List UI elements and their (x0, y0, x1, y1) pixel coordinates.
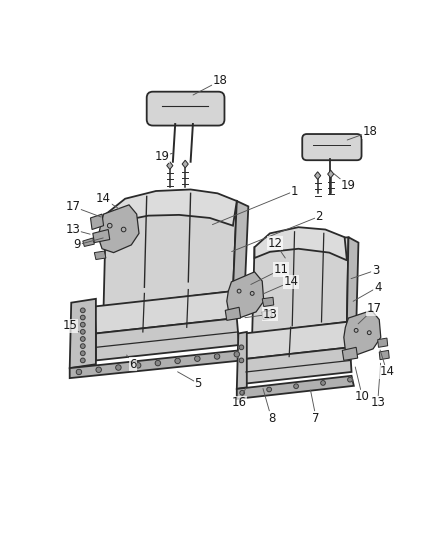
Circle shape (81, 308, 85, 313)
Circle shape (116, 365, 121, 370)
Polygon shape (262, 310, 272, 320)
Polygon shape (254, 227, 347, 260)
Circle shape (135, 362, 141, 368)
Polygon shape (244, 322, 350, 359)
Text: 10: 10 (355, 367, 370, 403)
Text: 9: 9 (74, 238, 103, 252)
Circle shape (234, 352, 240, 357)
Circle shape (175, 358, 180, 364)
Circle shape (81, 329, 85, 334)
Polygon shape (344, 310, 381, 355)
Text: 12: 12 (268, 237, 285, 258)
Text: 3: 3 (351, 264, 379, 279)
Polygon shape (237, 332, 247, 389)
Circle shape (81, 351, 85, 356)
FancyBboxPatch shape (302, 134, 361, 160)
Polygon shape (237, 376, 354, 399)
Polygon shape (83, 238, 94, 246)
Circle shape (81, 322, 85, 327)
Circle shape (240, 391, 244, 395)
Circle shape (81, 344, 85, 349)
Circle shape (214, 354, 220, 359)
Polygon shape (227, 272, 264, 318)
Text: 14: 14 (379, 350, 395, 378)
Polygon shape (91, 214, 103, 230)
Text: 14: 14 (263, 276, 298, 294)
Circle shape (81, 358, 85, 363)
Polygon shape (167, 161, 173, 169)
Text: 19: 19 (334, 174, 356, 192)
Polygon shape (70, 350, 242, 378)
Polygon shape (233, 201, 248, 295)
Polygon shape (262, 297, 274, 306)
Circle shape (239, 358, 244, 363)
Text: 6: 6 (127, 355, 137, 371)
Polygon shape (182, 160, 188, 168)
Text: 18: 18 (193, 75, 227, 95)
Text: 16: 16 (232, 389, 247, 409)
Circle shape (76, 369, 81, 375)
Circle shape (239, 345, 244, 350)
FancyBboxPatch shape (147, 92, 224, 126)
Polygon shape (70, 299, 96, 368)
Polygon shape (98, 205, 139, 253)
Polygon shape (94, 291, 237, 334)
Polygon shape (378, 338, 388, 348)
Text: 17: 17 (65, 200, 101, 217)
Circle shape (321, 381, 325, 385)
Circle shape (81, 315, 85, 320)
Text: 8: 8 (263, 389, 275, 425)
Text: 1: 1 (212, 184, 298, 224)
Text: 13: 13 (370, 363, 385, 409)
Polygon shape (252, 237, 349, 334)
Circle shape (194, 356, 200, 361)
Text: 11: 11 (251, 263, 288, 285)
Polygon shape (103, 189, 237, 230)
Polygon shape (93, 230, 110, 243)
Polygon shape (379, 350, 389, 360)
Polygon shape (225, 308, 240, 320)
Circle shape (348, 377, 352, 382)
Text: 2: 2 (232, 210, 323, 252)
Polygon shape (328, 170, 334, 178)
Text: 14: 14 (96, 192, 119, 209)
Text: 18: 18 (347, 125, 378, 140)
Circle shape (81, 337, 85, 341)
Text: 19: 19 (155, 150, 173, 163)
Circle shape (155, 360, 161, 366)
Circle shape (96, 367, 101, 373)
Polygon shape (96, 318, 239, 360)
Polygon shape (103, 201, 237, 306)
Polygon shape (342, 348, 358, 360)
Polygon shape (246, 348, 352, 384)
Text: 4: 4 (353, 281, 381, 301)
Circle shape (267, 387, 272, 392)
Polygon shape (347, 237, 358, 329)
Text: 15: 15 (62, 319, 79, 332)
Text: 13: 13 (245, 308, 277, 321)
Text: 7: 7 (311, 390, 320, 425)
Text: 13: 13 (65, 223, 90, 236)
Polygon shape (314, 172, 321, 180)
Polygon shape (94, 251, 106, 260)
Circle shape (294, 384, 298, 389)
Text: 5: 5 (178, 372, 202, 390)
Text: 17: 17 (358, 302, 381, 324)
